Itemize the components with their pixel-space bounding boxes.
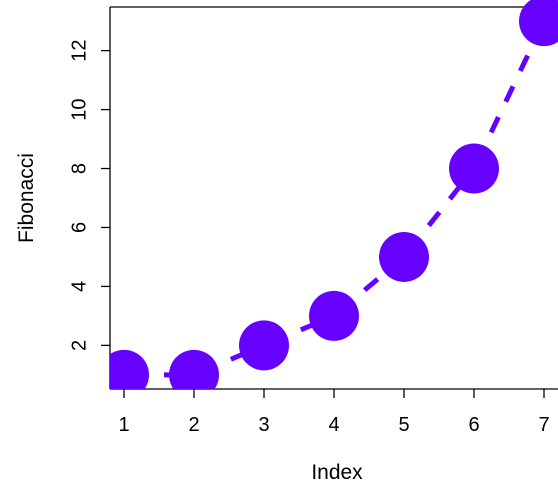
y-tick-label: 6 (68, 222, 90, 233)
y-tick-label: 2 (68, 340, 90, 351)
x-tick-label: 3 (258, 414, 269, 436)
data-point (169, 349, 219, 389)
y-tick-label: 8 (68, 163, 90, 174)
x-tick-label: 7 (538, 414, 549, 436)
x-tick-label: 2 (188, 414, 199, 436)
data-point (110, 349, 149, 389)
y-tick-label: 10 (68, 98, 90, 120)
y-tick-label: 4 (68, 281, 90, 292)
data-point (239, 320, 289, 371)
data-point (449, 143, 499, 194)
y-tick-label: 12 (68, 39, 90, 61)
x-tick-label: 6 (468, 414, 479, 436)
x-axis-title: Index (311, 461, 363, 484)
line-segment (471, 20, 547, 170)
data-point (519, 0, 558, 47)
data-point (379, 231, 429, 282)
x-tick-label: 4 (328, 414, 339, 436)
series-fibonacci (110, 0, 558, 389)
x-tick-label: 5 (398, 414, 409, 436)
y-axis-title: Fibonacci (15, 153, 38, 243)
y-axis: 2 4 6 8 10 12 (68, 39, 110, 351)
x-axis: 1 2 3 4 5 6 7 (118, 389, 550, 436)
x-tick-label: 1 (118, 414, 129, 436)
data-point (309, 290, 359, 341)
